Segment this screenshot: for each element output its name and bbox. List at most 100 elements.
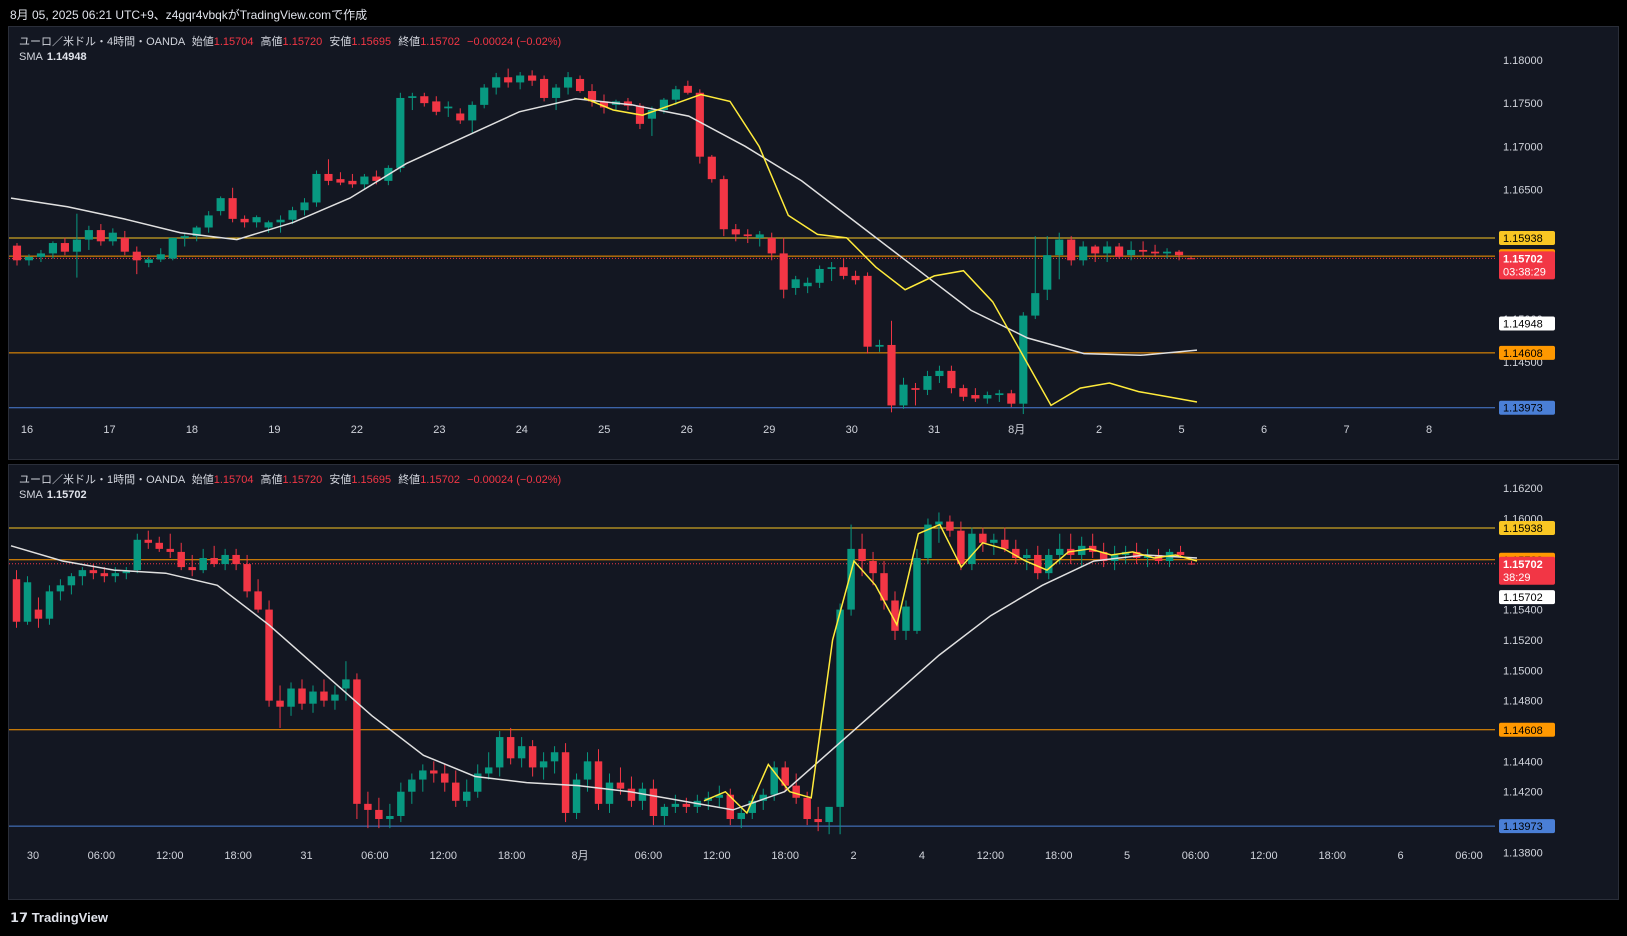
candle-body [935, 521, 943, 525]
candle-body [671, 803, 680, 807]
legend-change-value: −0.00024 (−0.02%) [467, 36, 562, 48]
candle-body [89, 570, 98, 574]
chart-canvas-1h[interactable]: 1.162001.160001.154001.152001.150001.148… [9, 465, 1618, 899]
candle-body [968, 533, 976, 565]
chart-canvas-4h[interactable]: 1.180001.175001.170001.165001.150001.145… [9, 27, 1618, 459]
time-tick-label: 06:00 [88, 850, 116, 862]
candle-body [575, 78, 585, 92]
candle-body [880, 573, 888, 601]
time-tick-label: 17 [103, 424, 115, 436]
candle-body [1001, 539, 1009, 549]
legend-low-value: 1.15695 [351, 474, 392, 486]
price-tick-label: 1.14800 [1503, 696, 1543, 708]
sma-slow-line [10, 98, 1198, 357]
time-tick-label: 18:00 [224, 850, 252, 862]
candle-body [781, 767, 789, 786]
legend-low-value: 1.15695 [351, 36, 392, 48]
candle-body [825, 806, 833, 823]
candle-body [1007, 393, 1016, 404]
candle-body [204, 215, 213, 228]
legend-symbol[interactable]: ユーロ／米ドル・1時間・OANDA [19, 474, 185, 486]
candle-body [156, 254, 165, 260]
tradingview-logo-icon: 𝟭𝟳 [10, 910, 32, 925]
candle-body [192, 227, 201, 237]
candle-body [1088, 545, 1097, 552]
time-tick-label: 12:00 [703, 850, 731, 862]
candle-body [252, 217, 261, 223]
candle-body [695, 92, 704, 157]
candle-body [959, 388, 968, 397]
candle-body [517, 746, 526, 759]
candle-body [484, 767, 493, 774]
legend-open-value: 1.15704 [213, 474, 254, 486]
time-tick-label: 4 [919, 850, 925, 862]
candle-body [748, 800, 756, 813]
price-tick-label: 1.13800 [1503, 847, 1543, 859]
time-tick-label: 31 [928, 424, 940, 436]
candle-body [528, 746, 537, 768]
candle-body [616, 782, 625, 789]
candle-body [210, 557, 218, 565]
candle-body [836, 609, 844, 807]
time-tick-label: 5 [1179, 424, 1185, 436]
candle-body [180, 236, 189, 238]
candle-body [232, 554, 240, 565]
candle-body [891, 600, 899, 631]
candle-body [737, 812, 746, 820]
candle-body [1079, 246, 1088, 261]
time-tick-label: 30 [846, 424, 858, 436]
candle-body [144, 539, 153, 543]
chart-pane-4h[interactable]: 1.180001.175001.170001.165001.150001.145… [8, 26, 1619, 460]
candle-body [683, 85, 692, 93]
legend-sma-4h[interactable]: SMA 1.14948 [19, 51, 87, 63]
chart-pane-1h[interactable]: 1.16200 1.16000 1.15400 1.15200 1.15000 1.148… [8, 464, 1619, 900]
candle-body [1103, 246, 1112, 254]
price-tag-label: 1.15702 [1503, 592, 1543, 604]
candle-body [56, 585, 65, 592]
candle-body [473, 773, 482, 792]
time-tick-label: 8 [1426, 424, 1432, 436]
candle-body [1099, 551, 1108, 562]
candle-body [84, 230, 93, 240]
legend-symbol[interactable]: ユーロ／米ドル・4時間・OANDA [19, 36, 185, 48]
candle-body [1019, 315, 1028, 404]
candle-body [731, 229, 740, 235]
time-tick-label: 7 [1343, 424, 1349, 436]
price-tag-last-label: 1.15702 [1503, 253, 1543, 265]
candle-body [1023, 554, 1031, 558]
time-tick-label: 31 [300, 850, 312, 862]
candle-body [48, 243, 58, 254]
candle-body [1176, 551, 1185, 555]
candle-body [133, 539, 142, 571]
candle-body [348, 180, 357, 185]
price-tick-label: 1.17000 [1503, 141, 1543, 153]
candle-body [924, 524, 932, 558]
legend-sma-1h[interactable]: SMA 1.15702 [19, 489, 87, 501]
candle-body [495, 737, 504, 768]
legend-open-label: 始値 [191, 36, 214, 48]
price-tick-label: 1.18000 [1503, 55, 1543, 67]
candle-body [243, 564, 251, 592]
legend-high-value: 1.15720 [282, 36, 323, 48]
candle-body [309, 691, 317, 704]
candle-body [276, 700, 284, 707]
candle-body [814, 819, 822, 823]
candle-body [767, 237, 776, 254]
candle-body [492, 77, 501, 88]
candle-body [298, 688, 306, 704]
candle-body [1067, 239, 1076, 261]
candle-body [623, 101, 633, 106]
time-tick-label: 2 [1096, 424, 1102, 436]
time-tick-label: 18:00 [498, 850, 526, 862]
price-tick-label: 1.15400 [1503, 605, 1543, 617]
countdown-label: 38:29 [1503, 572, 1531, 584]
price-tag-yellow [1499, 520, 1555, 535]
candle-body [770, 767, 778, 795]
time-tick-label: 18:00 [1045, 850, 1073, 862]
candle-body [288, 210, 297, 220]
candle-body [707, 156, 716, 180]
candle-body [552, 87, 561, 98]
candle-body [312, 173, 321, 203]
candle-body [847, 548, 855, 610]
tradingview-logo[interactable]: 𝟭𝟳 TradingView [10, 910, 108, 926]
